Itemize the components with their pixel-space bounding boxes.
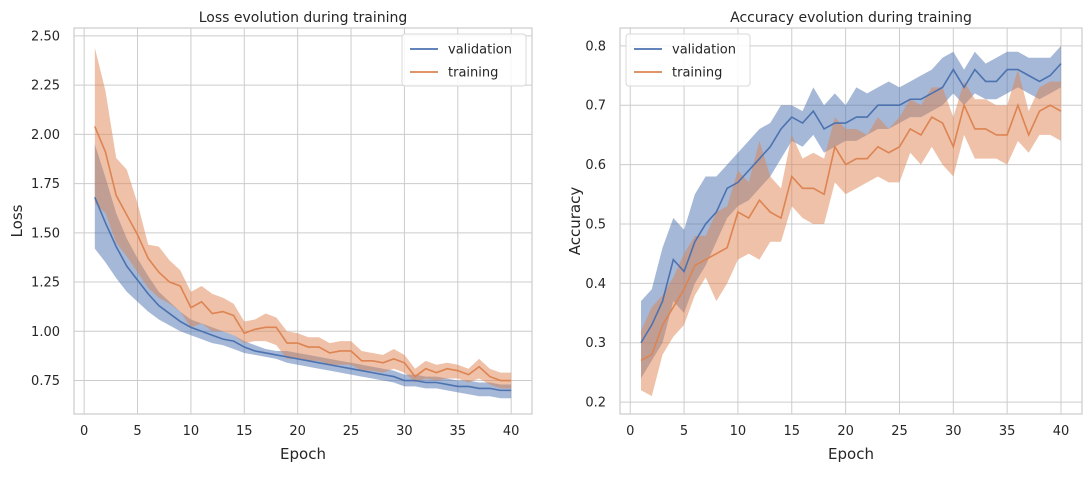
legend: validation training xyxy=(625,33,751,87)
y-tick-label: 0.2 xyxy=(585,396,606,411)
legend-box xyxy=(625,33,751,87)
x-tick-label: 25 xyxy=(891,424,908,439)
x-tick-label: 25 xyxy=(343,424,360,439)
y-tick-label: 1.25 xyxy=(31,276,60,291)
validation-confidence-band xyxy=(641,45,1061,379)
x-tick-label: 40 xyxy=(503,424,520,439)
plot-frame xyxy=(619,27,1083,415)
training-series-line xyxy=(94,126,512,382)
x-tick-label: 0 xyxy=(626,424,634,439)
y-tick-label: 2.50 xyxy=(31,29,60,44)
y-axis-label: Accuracy xyxy=(566,187,584,256)
x-tick-label: 10 xyxy=(730,424,747,439)
validation-confidence-band xyxy=(94,144,512,399)
training-confidence-band xyxy=(641,69,1061,397)
training-confidence-band xyxy=(94,47,512,389)
legend-box xyxy=(401,33,527,87)
y-tick-label: 0.3 xyxy=(585,336,606,351)
validation-legend-label: validation xyxy=(672,43,736,58)
x-tick-label: 20 xyxy=(289,424,306,439)
y-tick-label: 0.4 xyxy=(585,277,606,292)
y-tick-label: 1.00 xyxy=(31,325,60,340)
x-axis-label: Epoch xyxy=(280,445,326,463)
y-tick-label: 1.50 xyxy=(31,226,60,241)
validation-series-line xyxy=(94,197,512,392)
y-tick-label: 0.5 xyxy=(585,217,606,232)
x-tick-label: 5 xyxy=(680,424,688,439)
accuracy-chart: 0 5 10 15 20 25 30 35 40 0.2 0.3 0.4 0.5 0.6 0.7 0.8 Acc… xyxy=(566,10,1083,463)
x-tick-label: 15 xyxy=(236,424,253,439)
x-tick-label: 40 xyxy=(1053,424,1070,439)
legend: validation training xyxy=(401,33,527,87)
training-legend-label: training xyxy=(672,66,722,81)
x-tick-label: 35 xyxy=(999,424,1016,439)
x-tick-label: 30 xyxy=(945,424,962,439)
y-tick-label: 2.25 xyxy=(31,79,60,94)
chart-title: Loss evolution during training xyxy=(199,10,408,26)
y-tick-label: 0.75 xyxy=(31,374,60,389)
y-tick-label: 2.00 xyxy=(31,128,60,143)
plot-frame xyxy=(73,27,533,415)
x-tick-label: 5 xyxy=(133,424,141,439)
x-tick-label: 0 xyxy=(80,424,88,439)
x-tick-label: 10 xyxy=(183,424,200,439)
x-tick-label: 20 xyxy=(837,424,854,439)
y-tick-label: 1.75 xyxy=(31,177,60,192)
y-tick-label: 0.6 xyxy=(585,158,606,173)
y-tick-label: 0.8 xyxy=(585,39,606,54)
validation-series-line xyxy=(640,63,1062,344)
x-tick-label: 30 xyxy=(396,424,413,439)
training-legend-label: training xyxy=(448,66,498,81)
y-tick-label: 0.7 xyxy=(585,99,606,114)
x-tick-label: 15 xyxy=(783,424,800,439)
y-axis-label: Loss xyxy=(8,204,26,237)
x-axis-label: Epoch xyxy=(828,445,874,463)
chart-title: Accuracy evolution during training xyxy=(730,10,972,26)
x-tick-label: 35 xyxy=(450,424,467,439)
validation-legend-label: validation xyxy=(448,43,512,58)
training-series-line xyxy=(640,102,1062,362)
loss-chart: 0 5 10 15 20 25 30 35 40 0.75 1.00 1.25 1.50 1.75 2.00… xyxy=(8,10,533,463)
